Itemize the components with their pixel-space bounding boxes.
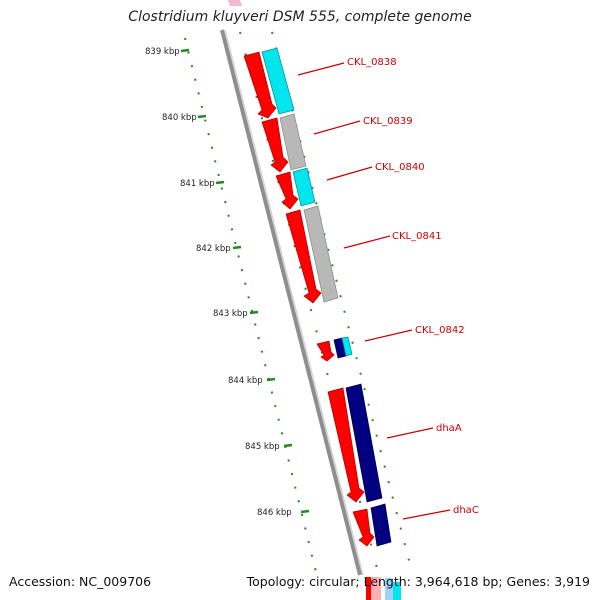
- genome-backbone: [220, 29, 362, 576]
- map-title: Clostridium kluyveri DSM 555, complete g…: [128, 9, 472, 25]
- gene-block-CKL_0838[interactable]: [261, 47, 295, 115]
- cds-arrow[interactable]: [316, 340, 335, 362]
- scale-ticks: 839 kbp 840 kbp 841 kbp 842 kbp 843 kbp …: [145, 47, 310, 518]
- gene-label[interactable]: CKL_0842: [415, 325, 465, 336]
- cds-arrow[interactable]: [285, 209, 322, 304]
- cds-arrow[interactable]: [243, 51, 277, 119]
- kbp-tick-label: 841 kbp: [180, 179, 215, 189]
- cds-arrow[interactable]: [352, 508, 375, 547]
- gene-label[interactable]: CKL_0840: [375, 162, 425, 173]
- track-borders: [239, 31, 413, 581]
- gene-block-CKL_0840[interactable]: [292, 167, 316, 207]
- gene-block-CKL_0839[interactable]: [279, 113, 307, 171]
- gene-label[interactable]: CKL_0841: [392, 231, 442, 242]
- kbp-tick-label: 840 kbp: [162, 113, 197, 123]
- kbp-tick-mark: [215, 180, 225, 185]
- gene-labels: CKL_0838 CKL_0839 CKL_0840 CKL_0841 CKL_…: [347, 57, 479, 516]
- gene-label[interactable]: CKL_0838: [347, 57, 397, 68]
- label-leaders: [297, 62, 451, 520]
- kbp-tick-label: 844 kbp: [228, 376, 263, 386]
- scale-line: [184, 37, 317, 573]
- gene-block-dhaC[interactable]: [370, 503, 392, 547]
- kbp-tick-mark: [232, 245, 242, 250]
- gene-label[interactable]: dhaA: [436, 423, 462, 434]
- kbp-tick-label: 846 kbp: [257, 508, 292, 518]
- genome-info-text: Topology: circular; Length: 3,964,618 bp…: [246, 574, 590, 589]
- track-top-fragment: [228, 0, 242, 6]
- kbp-tick-mark: [283, 443, 293, 448]
- kbp-tick-label: 843 kbp: [213, 309, 248, 319]
- gene-block-CKL_0841[interactable]: [303, 205, 339, 303]
- kbp-tick-mark: [249, 310, 259, 315]
- feature-band: [233, 30, 412, 572]
- gene-label[interactable]: dhaC: [453, 505, 479, 516]
- kbp-tick-label: 845 kbp: [245, 442, 280, 452]
- kbp-tick-mark: [197, 114, 207, 119]
- kbp-tick-mark: [300, 509, 310, 514]
- kbp-tick-mark: [180, 48, 190, 53]
- kbp-tick-mark: [266, 377, 276, 382]
- cds-arrow[interactable]: [261, 117, 289, 173]
- cds-arrow[interactable]: [327, 387, 365, 503]
- gene-features: [261, 47, 392, 547]
- gene-block-dhaA[interactable]: [345, 383, 383, 503]
- kbp-tick-label: 842 kbp: [196, 244, 231, 254]
- gene-block-CKL_0842-b[interactable]: [341, 336, 353, 357]
- cds-arrow[interactable]: [275, 171, 299, 210]
- cds-features: [243, 51, 375, 547]
- kbp-tick-label: 839 kbp: [145, 47, 180, 57]
- bottom-fragments: [366, 577, 401, 600]
- gene-label[interactable]: CKL_0839: [363, 116, 413, 127]
- accession-text: Accession: NC_009706: [9, 574, 152, 589]
